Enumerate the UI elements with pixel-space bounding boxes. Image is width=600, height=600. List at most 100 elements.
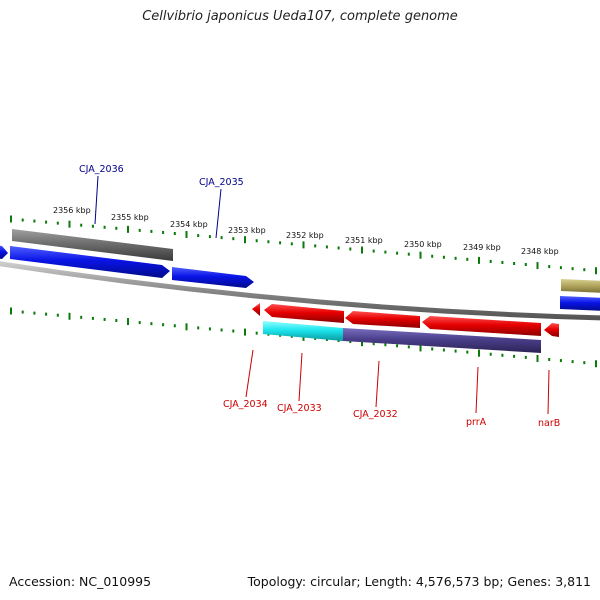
major-tick: [185, 231, 188, 239]
minor-tick: [466, 257, 469, 261]
major-tick: [244, 328, 246, 336]
upper-scale-ticks: [10, 215, 597, 275]
minor-tick: [501, 353, 504, 357]
minor-tick: [197, 326, 200, 330]
major-tick: [185, 323, 188, 331]
minor-tick: [501, 260, 504, 264]
major-tick: [68, 312, 71, 320]
minor-tick: [103, 225, 106, 229]
gene-labels: CJA_2036 CJA_2035 CJA_2034 CJA_2033 CJA_…: [79, 164, 560, 429]
minor-tick: [559, 359, 562, 363]
olive-feature-bar: [561, 279, 600, 293]
minor-tick: [454, 256, 457, 260]
gene-narB[interactable]: [544, 323, 559, 337]
kbp-label: 2350 kbp: [404, 240, 442, 249]
gene-label-CJA_2032[interactable]: CJA_2032: [353, 409, 398, 420]
minor-tick: [138, 228, 141, 232]
gene-label-prrA[interactable]: prrA: [466, 417, 487, 428]
minor-tick: [56, 313, 59, 317]
gene-CJA_2036[interactable]: [10, 246, 170, 278]
minor-tick: [173, 324, 176, 328]
gene-label-CJA_2033[interactable]: CJA_2033: [277, 403, 322, 414]
major-tick: [127, 318, 129, 326]
kbp-label: 2353 kbp: [228, 226, 266, 235]
minor-tick: [80, 315, 83, 319]
minor-tick: [232, 329, 235, 333]
minor-tick: [325, 245, 328, 249]
minor-tick: [115, 226, 118, 230]
minor-tick: [583, 361, 586, 365]
gene-prrA[interactable]: [422, 316, 541, 336]
major-tick: [478, 256, 480, 264]
kbp-label: 2351 kbp: [345, 236, 383, 245]
minor-tick: [150, 229, 153, 233]
kbp-label: 2348 kbp: [521, 247, 559, 256]
minor-tick: [138, 321, 141, 325]
minor-tick: [232, 237, 235, 241]
minor-tick: [21, 218, 24, 222]
gene-CJA_2035[interactable]: [172, 267, 254, 288]
minor-tick: [513, 354, 516, 358]
minor-tick: [33, 311, 36, 315]
major-tick: [68, 220, 71, 228]
minor-tick: [91, 316, 94, 320]
minor-tick: [162, 323, 165, 327]
minor-tick: [396, 251, 399, 255]
minor-tick: [548, 358, 551, 362]
minor-tick: [162, 230, 165, 234]
minor-tick: [279, 241, 282, 245]
minor-tick: [559, 266, 562, 270]
gene-label-CJA_2035[interactable]: CJA_2035: [199, 177, 244, 188]
kbp-label: 2356 kbp: [53, 206, 91, 215]
major-tick: [302, 241, 305, 249]
major-tick: [595, 267, 597, 275]
minor-tick: [349, 340, 352, 344]
major-tick: [10, 307, 12, 315]
genome-backbone: [0, 261, 600, 321]
gene-CJA_2033[interactable]: [264, 304, 344, 323]
reverse-features: [252, 303, 559, 353]
minor-tick: [384, 343, 387, 347]
minor-tick: [220, 328, 223, 332]
minor-tick: [442, 348, 445, 352]
major-tick: [419, 344, 422, 352]
blue-feature-left-edge: [0, 245, 8, 259]
kbp-labels: 2356 kbp 2355 kbp 2354 kbp 2353 kbp 2352…: [53, 206, 559, 256]
gene-label-CJA_2034[interactable]: CJA_2034: [223, 399, 268, 410]
minor-tick: [513, 261, 516, 265]
minor-tick: [489, 259, 492, 263]
major-tick: [361, 339, 363, 347]
kbp-label: 2349 kbp: [463, 243, 501, 252]
major-tick: [419, 251, 422, 259]
minor-tick: [407, 345, 410, 349]
minor-tick: [571, 267, 574, 271]
minor-tick: [267, 240, 270, 244]
genome-stats-text: Topology: circular; Length: 4,576,573 bp…: [247, 574, 591, 589]
minor-tick: [372, 249, 375, 253]
minor-tick: [524, 355, 527, 359]
cyan-feature-bar: [263, 321, 343, 341]
minor-tick: [571, 360, 574, 364]
minor-tick: [103, 317, 106, 321]
minor-tick: [314, 244, 317, 248]
minor-tick: [45, 220, 48, 224]
minor-tick: [442, 255, 445, 259]
minor-tick: [384, 250, 387, 254]
minor-tick: [255, 239, 258, 243]
minor-tick: [290, 242, 293, 246]
minor-tick: [548, 265, 551, 269]
minor-tick: [33, 219, 36, 223]
minor-tick: [45, 312, 48, 316]
gene-label-narB[interactable]: narB: [538, 418, 560, 429]
minor-tick: [56, 221, 59, 225]
gene-CJA_2032[interactable]: [345, 311, 420, 328]
gene-CJA_2034[interactable]: [252, 303, 260, 316]
gene-label-CJA_2036[interactable]: CJA_2036: [79, 164, 124, 175]
minor-tick: [431, 254, 434, 258]
minor-tick: [337, 246, 340, 250]
grey-feature-bar: [12, 229, 173, 261]
minor-tick: [80, 223, 83, 227]
kbp-label: 2352 kbp: [286, 231, 324, 240]
major-tick: [595, 360, 597, 368]
